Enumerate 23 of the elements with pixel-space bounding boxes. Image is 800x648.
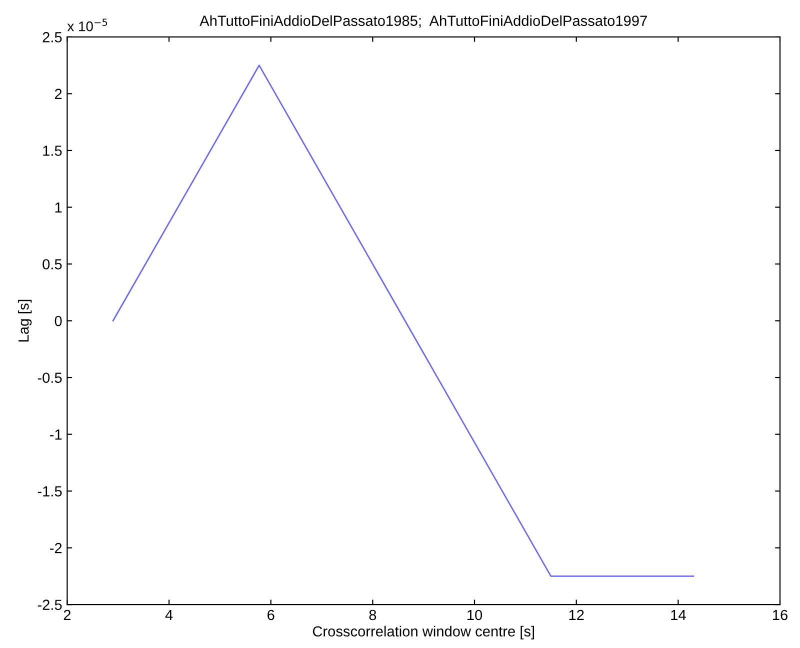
y-tick-label: 1.5	[43, 146, 62, 156]
x-tick-label: 2	[64, 610, 71, 620]
y-tick-label: -1	[50, 430, 62, 440]
y-tick-label: 2	[54, 88, 62, 99]
y-tick-label: -2	[50, 542, 62, 554]
x-tick-label: 8	[369, 610, 376, 620]
x-tick-label: 4	[165, 610, 173, 620]
x-tick-label: 16	[773, 610, 788, 620]
y-tick-label: -0.5	[38, 372, 62, 383]
y-tick-label: 1	[55, 202, 62, 213]
y-tick-label: 0	[54, 316, 62, 326]
y-tick-label: 0.5	[42, 259, 62, 270]
x-tick-label: 14	[671, 610, 686, 620]
x-tick-label: 6	[268, 610, 274, 620]
y-tick-label: -2.5	[38, 600, 62, 610]
chart-title: AhTuttoFiniAddioDelPassato1985; AhTuttoFiniAddioDelPassato1997	[200, 15, 647, 28]
x-axis-title: Crosscorrelation window centre [s]	[312, 626, 534, 640]
x-tick-label: 12	[569, 610, 584, 620]
y-axis-title: Lag [s]	[18, 300, 32, 342]
x-tick-label: 10	[468, 610, 482, 620]
text: x 10$^{−5}$	[67, 18, 108, 32]
y-tick-label: -1.5	[38, 486, 62, 496]
y-tick-label: 2.5	[42, 32, 62, 42]
